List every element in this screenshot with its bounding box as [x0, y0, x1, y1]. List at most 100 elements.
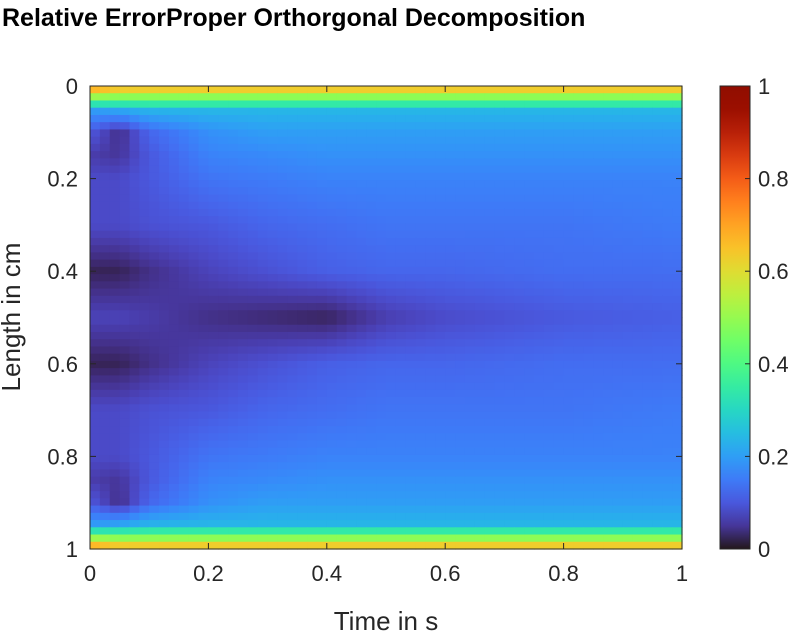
heatmap-cell — [642, 440, 653, 449]
heatmap-cell — [238, 216, 249, 225]
heatmap-cell — [534, 331, 545, 340]
heatmap-cell — [622, 382, 634, 391]
heatmap-cell — [464, 295, 476, 304]
heatmap-cell — [484, 194, 496, 203]
heatmap-cell — [534, 433, 545, 442]
heatmap-cell — [573, 339, 584, 348]
heatmap-cell — [583, 433, 594, 442]
heatmap-cell — [455, 122, 466, 130]
heatmap-cell — [583, 143, 594, 152]
heatmap-cell — [514, 208, 525, 217]
heatmap-cell — [612, 404, 624, 413]
heatmap-cell — [593, 375, 604, 384]
heatmap-cell — [356, 237, 367, 246]
heatmap-cell — [168, 534, 180, 543]
heatmap-cell — [553, 201, 565, 210]
heatmap-cell — [435, 252, 446, 261]
heatmap-cell — [139, 259, 150, 268]
heatmap-cell — [208, 288, 219, 297]
heatmap-cell — [514, 194, 525, 203]
heatmap-cell — [90, 201, 101, 210]
heatmap-cell — [208, 194, 219, 203]
heatmap-cell — [593, 411, 604, 420]
heatmap-cell — [366, 252, 377, 261]
heatmap-cell — [672, 223, 683, 232]
heatmap-cell — [583, 353, 594, 362]
heatmap-cell — [435, 165, 446, 174]
heatmap-cell — [435, 353, 446, 362]
heatmap-cell — [277, 129, 288, 138]
heatmap-cell — [543, 454, 555, 463]
heatmap-cell — [672, 411, 683, 420]
heatmap-cell — [149, 122, 160, 130]
heatmap-cell — [129, 114, 140, 123]
heatmap-cell — [415, 259, 427, 268]
heatmap-cell — [445, 404, 456, 413]
heatmap-cell — [494, 339, 505, 348]
heatmap-cell — [543, 353, 555, 362]
heatmap-cell — [484, 324, 496, 333]
heatmap-cell — [612, 389, 624, 398]
heatmap-cell — [553, 303, 565, 311]
heatmap-cell — [99, 360, 111, 369]
heatmap-cell — [395, 339, 407, 348]
heatmap-cell — [524, 180, 535, 188]
heatmap-cell — [109, 158, 121, 167]
heatmap-cell — [553, 252, 565, 261]
heatmap-cell — [573, 187, 584, 196]
heatmap-cell — [307, 476, 318, 485]
heatmap-cell — [622, 129, 634, 138]
heatmap-cell — [168, 216, 180, 225]
heatmap-cell — [573, 136, 584, 145]
heatmap-cell — [366, 295, 377, 304]
heatmap-cell — [464, 230, 476, 239]
heatmap-cell — [119, 317, 131, 326]
heatmap-cell — [484, 143, 496, 152]
heatmap-cell — [425, 433, 436, 442]
heatmap-cell — [386, 498, 397, 507]
heatmap-cell — [366, 346, 377, 355]
heatmap-cell — [622, 187, 634, 196]
heatmap-cell — [386, 237, 397, 246]
heatmap-cell — [514, 520, 525, 528]
heatmap-cell — [139, 317, 150, 326]
heatmap-cell — [425, 245, 436, 253]
heatmap-cell — [159, 498, 170, 507]
heatmap-cell — [445, 237, 456, 246]
heatmap-cell — [247, 151, 259, 159]
heatmap-cell — [474, 476, 486, 485]
heatmap-cell — [455, 86, 466, 94]
heatmap-cell — [178, 245, 190, 253]
heatmap-cell — [642, 230, 653, 239]
heatmap-cell — [543, 172, 555, 181]
heatmap-cell — [178, 512, 190, 521]
heatmap-cell — [386, 353, 397, 362]
heatmap-cell — [297, 418, 308, 427]
heatmap-cell — [662, 237, 673, 246]
heatmap-cell — [188, 360, 200, 369]
heatmap-cell — [494, 86, 505, 94]
heatmap-cell — [297, 180, 308, 188]
heatmap-cell — [563, 447, 575, 456]
heatmap-cell — [149, 353, 160, 362]
heatmap-cell — [168, 418, 180, 427]
heatmap-cell — [514, 187, 525, 196]
heatmap-cell — [543, 389, 555, 398]
heatmap-cell — [524, 454, 535, 463]
heatmap-cell — [553, 411, 565, 420]
heatmap-cell — [593, 266, 604, 275]
heatmap-cell — [603, 447, 614, 456]
heatmap-cell — [415, 274, 427, 282]
heatmap-cell — [386, 136, 397, 145]
heatmap-cell — [583, 317, 594, 326]
heatmap-cell — [632, 491, 644, 499]
heatmap-cell — [603, 230, 614, 239]
heatmap-cell — [109, 136, 121, 145]
heatmap-cell — [543, 310, 555, 319]
heatmap-cell — [168, 382, 180, 391]
heatmap-cell — [642, 107, 653, 116]
heatmap-cell — [247, 382, 259, 391]
heatmap-cell — [119, 303, 131, 311]
heatmap-cell — [228, 491, 239, 499]
heatmap-cell — [425, 136, 436, 145]
